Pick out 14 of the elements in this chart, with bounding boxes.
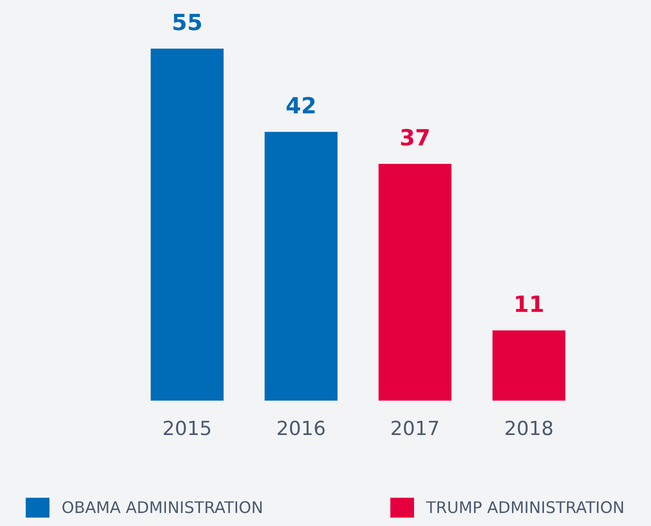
bar xyxy=(378,164,452,401)
data-label: 42 xyxy=(286,96,315,114)
x-tick-label: 2018 xyxy=(506,420,552,436)
x-tick-label: 2016 xyxy=(278,420,325,436)
bar xyxy=(492,330,566,401)
data-label: 37 xyxy=(401,128,429,146)
x-tick-label: 2015 xyxy=(164,420,210,436)
legend-label: OBAMA ADMINISTRATION xyxy=(62,501,262,514)
data-label: 55 xyxy=(173,14,202,30)
bar xyxy=(264,132,338,401)
bar xyxy=(150,48,224,401)
x-tick-label: 2017 xyxy=(392,420,438,436)
legend-label: TRUMP ADMINISTRATION xyxy=(426,501,624,514)
data-label: 11 xyxy=(516,296,543,312)
